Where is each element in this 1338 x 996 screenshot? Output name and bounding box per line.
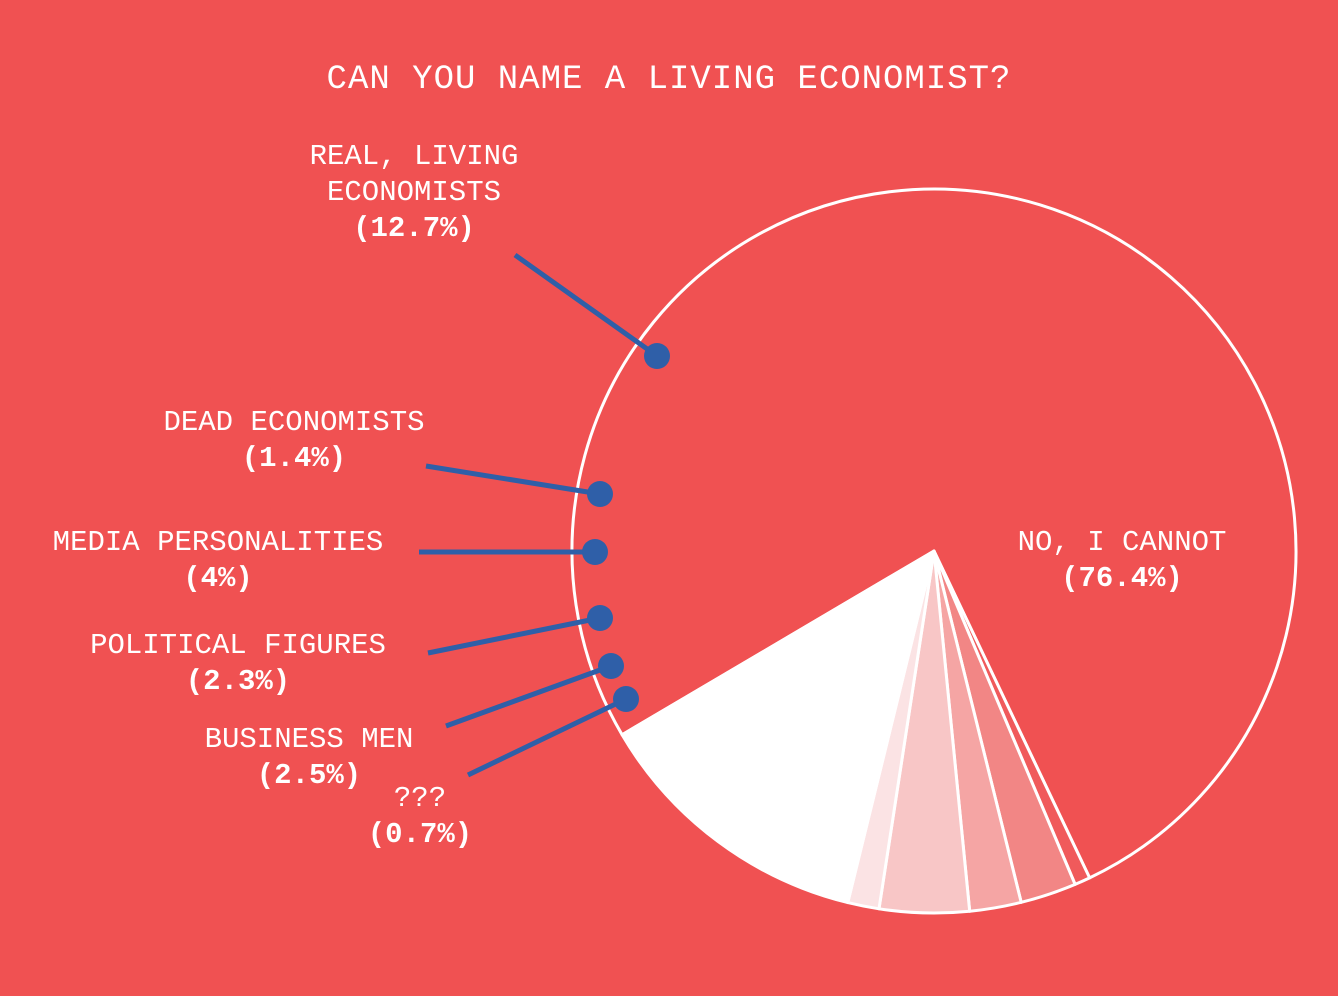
pie-slice-real-living-economists <box>620 549 936 905</box>
slice-label: BUSINESS MEN (2.5%) <box>205 723 414 792</box>
slice-label-percent: (2.3%) <box>186 665 290 698</box>
leader-line <box>445 663 612 729</box>
slice-label: DEAD ECONOMISTS (1.4%) <box>163 406 424 475</box>
leader-lines <box>419 252 670 778</box>
slice-label-percent: (0.7%) <box>368 818 472 851</box>
slice-label: ??? (0.7%) <box>368 782 472 851</box>
leader-dot <box>587 605 613 631</box>
slice-label: POLITICAL FIGURES (2.3%) <box>90 629 386 698</box>
slice-label: NO, I CANNOT (76.4%) <box>1018 526 1227 595</box>
leader-dot <box>587 481 613 507</box>
pie-slices <box>570 187 1298 915</box>
slice-label-name: NO, I CANNOT <box>1018 526 1227 559</box>
slice-label-name: ECONOMISTS <box>327 176 501 209</box>
slice-label-percent: (1.4%) <box>242 442 346 475</box>
leader-dot <box>598 653 624 679</box>
slice-label: MEDIA PERSONALITIES (4%) <box>53 526 384 595</box>
slice-label-percent: (4%) <box>183 562 253 595</box>
slice-label-name: DEAD ECONOMISTS <box>163 406 424 439</box>
leader-line <box>425 463 601 497</box>
slice-label-name: POLITICAL FIGURES <box>90 629 386 662</box>
chart-title: CAN YOU NAME A LIVING ECONOMIST? <box>327 61 1012 99</box>
slice-labels: NO, I CANNOT (76.4%)??? (0.7%)BUSINESS MEN… <box>53 140 1227 851</box>
leader-line <box>427 615 601 656</box>
leader-dot <box>613 686 639 712</box>
leader-line <box>513 252 659 359</box>
leader-dot <box>582 539 608 565</box>
slice-label-percent: (76.4%) <box>1061 562 1183 595</box>
leader-dot <box>644 343 670 369</box>
slice-label-percent: (2.5%) <box>257 759 361 792</box>
slice-label-name: REAL, LIVING <box>310 140 519 173</box>
slice-label-name: BUSINESS MEN <box>205 723 414 756</box>
slice-label-percent: (12.7%) <box>353 212 475 245</box>
slice-label-name: MEDIA PERSONALITIES <box>53 526 384 559</box>
slice-label-name: ??? <box>394 782 446 815</box>
leader-line <box>466 696 628 778</box>
pie-slice-no-i-cannot <box>570 187 1298 880</box>
slice-label: REAL, LIVING ECONOMISTS (12.7%) <box>310 140 519 245</box>
